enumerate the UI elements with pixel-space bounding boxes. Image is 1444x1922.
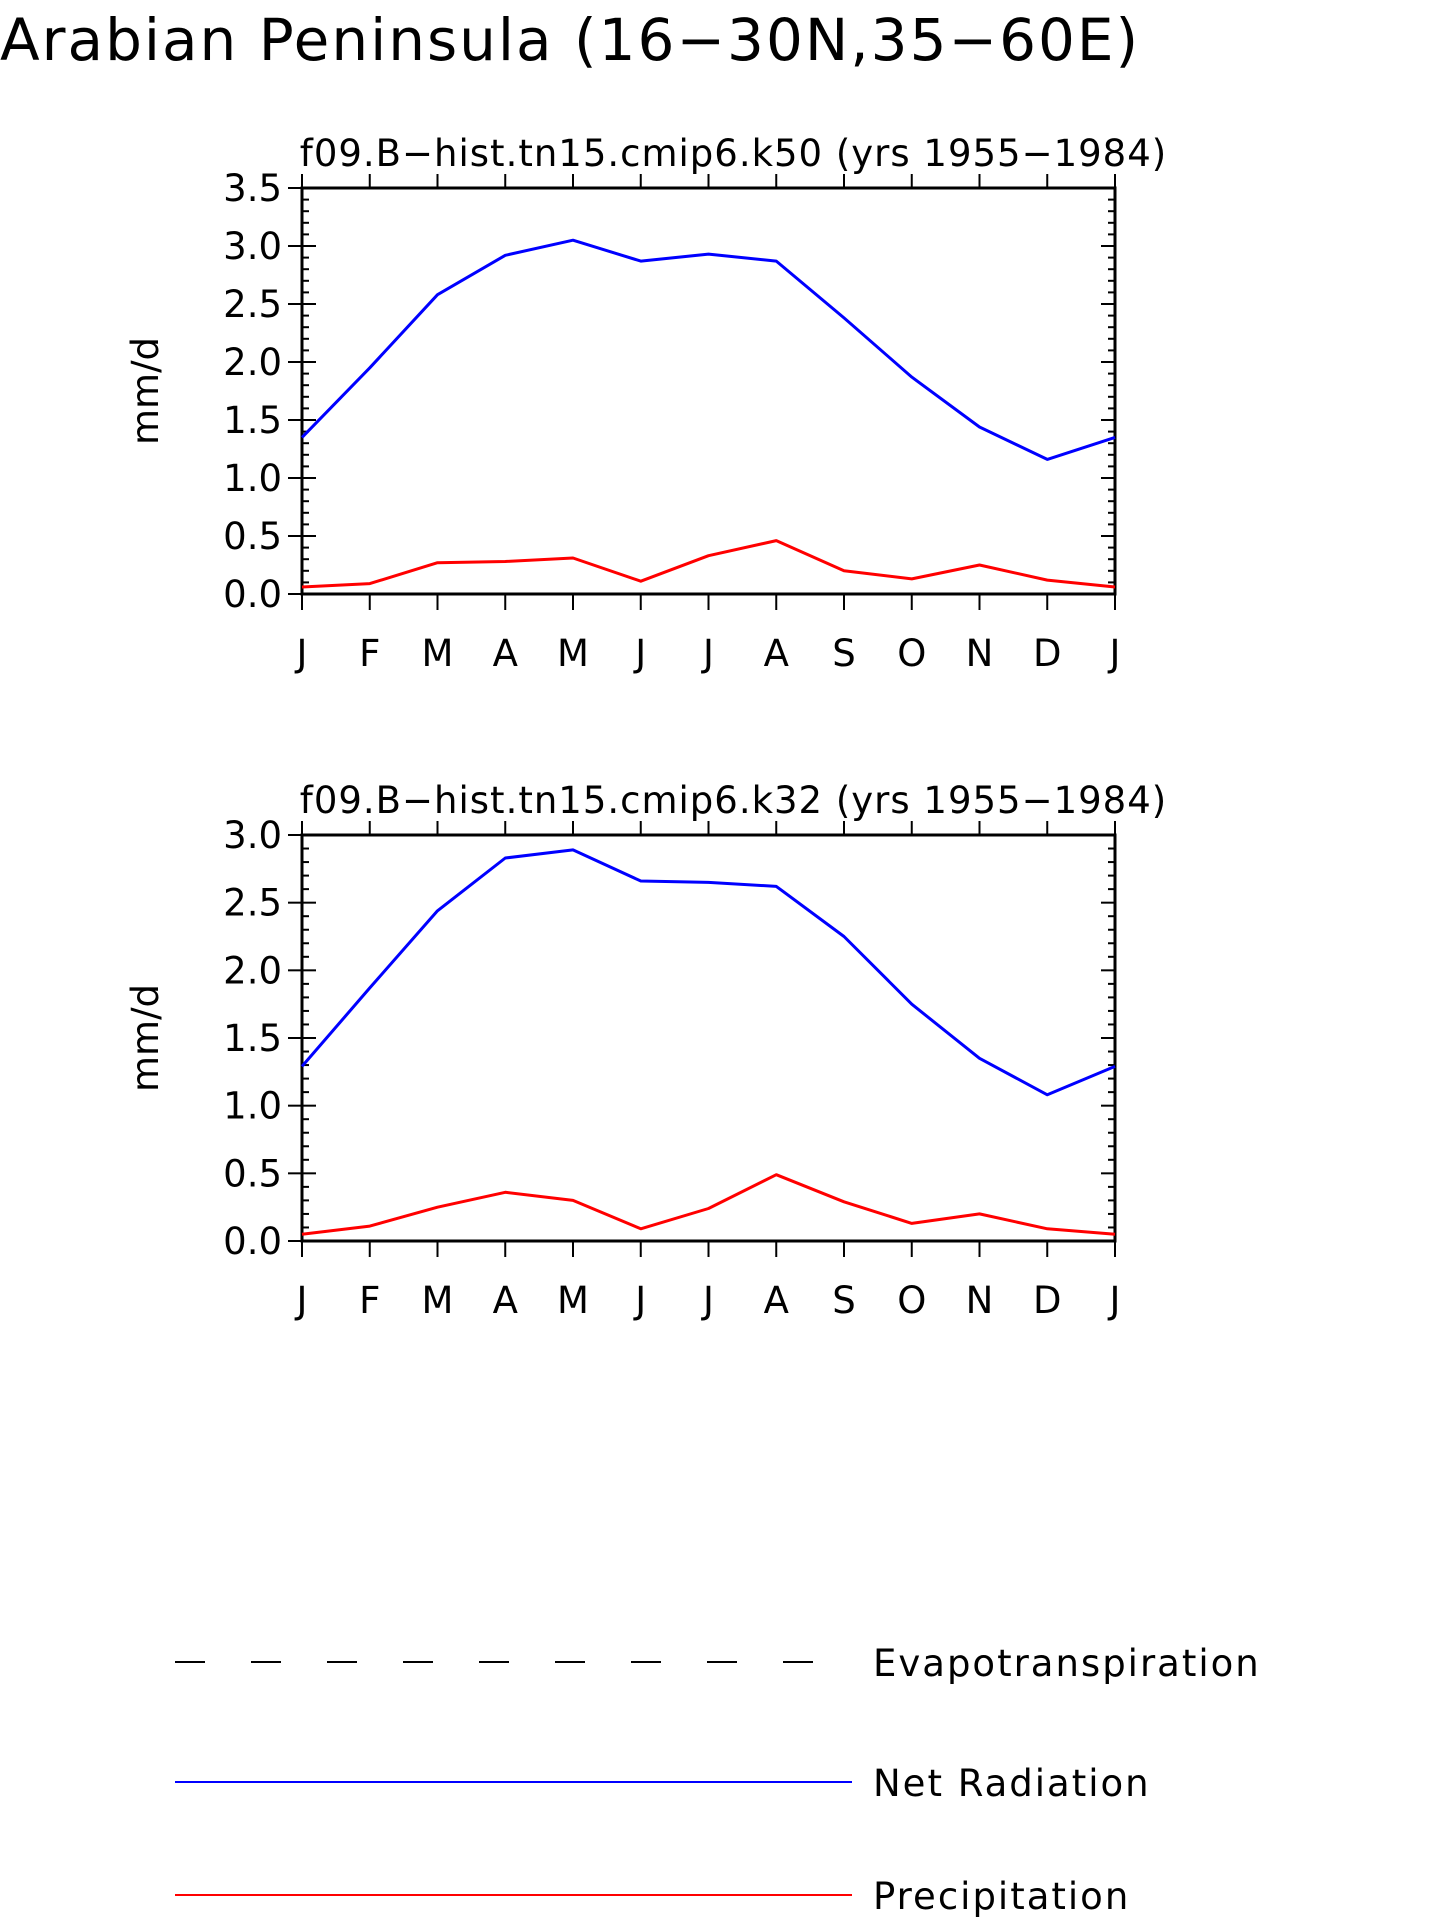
y-tick-label: 3.0 (223, 814, 282, 857)
x-tick-label: J (633, 632, 646, 675)
y-tick-label: 1.5 (223, 1017, 282, 1060)
x-tick-label: J (701, 1279, 714, 1322)
x-tick-label: D (1033, 1279, 1062, 1322)
legend-label: Evapotranspiration (873, 1642, 1261, 1685)
plot-frame (300, 186, 1117, 596)
x-tick-label: F (359, 632, 380, 675)
x-tick-label: O (897, 1279, 926, 1322)
y-tick-label: 2.5 (223, 283, 282, 326)
x-tick-label: D (1033, 632, 1062, 675)
x-tick-label: A (493, 632, 518, 675)
series-line-precipitation (301, 1173, 1116, 1236)
plot-frame (300, 833, 1117, 1243)
panel-title: f09.B−hist.tn15.cmip6.k50 (yrs 1955−1984… (300, 132, 1167, 175)
y-tick-label: 2.0 (223, 341, 282, 384)
chart-panel-top: f09.B−hist.tn15.cmip6.k50 (yrs 1955−1984… (124, 132, 1167, 675)
legend-label: Net Radiation (873, 1762, 1151, 1805)
x-tick-label: M (557, 1279, 589, 1322)
panel-title: f09.B−hist.tn15.cmip6.k32 (yrs 1955−1984… (300, 779, 1167, 822)
y-tick-label: 0.0 (223, 573, 282, 616)
series-line-precipitation (301, 539, 1116, 589)
x-tick-label: J (295, 632, 308, 675)
x-tick-label: S (832, 1279, 856, 1322)
x-tick-label: M (422, 632, 454, 675)
x-tick-label: N (966, 1279, 994, 1322)
y-tick-label: 2.5 (223, 882, 282, 925)
series-line-net-radiation (300, 238, 1116, 461)
x-tick-label: J (633, 1279, 646, 1322)
x-tick-label: A (493, 1279, 518, 1322)
x-tick-label: A (764, 632, 789, 675)
x-tick-label: J (1108, 632, 1121, 675)
chart-panel-bottom: f09.B−hist.tn15.cmip6.k32 (yrs 1955−1984… (124, 779, 1167, 1322)
x-tick-label: F (359, 1279, 380, 1322)
figure-title: Arabian Peninsula (16−30N,35−60E) (0, 6, 1140, 74)
y-tick-label: 0.5 (223, 1152, 282, 1195)
x-tick-label: M (557, 632, 589, 675)
x-tick-label: J (1108, 1279, 1121, 1322)
x-tick-label: M (422, 1279, 454, 1322)
y-tick-label: 0.5 (223, 515, 282, 558)
y-tick-label: 1.0 (223, 1085, 282, 1128)
y-tick-label: 3.5 (223, 167, 282, 210)
legend: Evapotranspiration Net Radiation Precipita… (175, 1642, 1261, 1918)
y-tick-label: 1.0 (223, 457, 282, 500)
x-tick-label: J (701, 632, 714, 675)
x-tick-label: S (832, 632, 856, 675)
legend-label: Precipitation (873, 1875, 1130, 1918)
x-tick-label: O (897, 632, 926, 675)
y-tick-label: 0.0 (223, 1220, 282, 1263)
y-axis-label: mm/d (124, 337, 167, 445)
y-axis-label: mm/d (124, 984, 167, 1092)
series-line-net-radiation (300, 848, 1116, 1097)
x-tick-label: A (764, 1279, 789, 1322)
y-tick-label: 1.5 (223, 399, 282, 442)
y-tick-label: 3.0 (223, 225, 282, 268)
x-tick-label: N (966, 632, 994, 675)
y-tick-label: 2.0 (223, 949, 282, 992)
x-tick-label: J (295, 1279, 308, 1322)
